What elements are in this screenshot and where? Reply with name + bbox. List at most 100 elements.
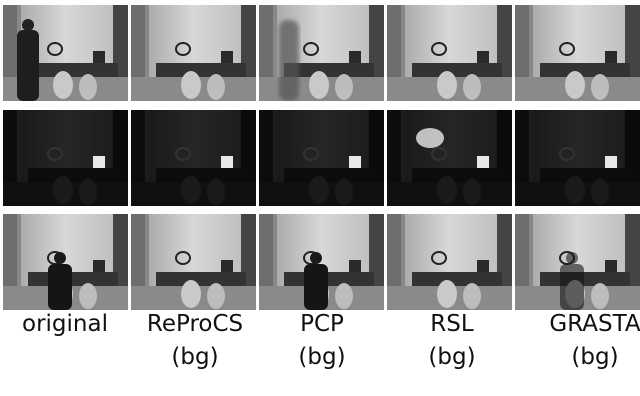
chair [437,71,457,99]
artifact [416,128,444,148]
desk [28,168,118,182]
chair [463,179,481,205]
frame [259,5,384,101]
chair [591,74,609,100]
desk [156,63,246,77]
captions: originalReProCS(bg)PCP(bg)RSL(bg)GRASTA(… [22,311,640,370]
desk [412,63,502,77]
chair [207,74,225,100]
chair [53,71,73,99]
desk [28,63,118,77]
monitor [221,260,233,272]
seated-person [560,264,584,310]
monitor [477,260,489,272]
person-head [310,252,322,264]
scene [131,214,256,310]
caption: RSL [430,311,474,337]
desk [156,168,246,182]
scene [515,110,640,206]
monitor [93,156,105,168]
monitor [93,260,105,272]
desk [412,272,502,286]
frame [131,214,256,310]
image-grid [3,5,640,310]
frame [259,110,384,206]
caption-sub: (bg) [171,344,218,370]
scene [515,5,640,101]
frame [387,5,512,101]
frame [131,110,256,206]
chair [591,283,609,309]
ghost [279,20,299,101]
chair [53,176,73,204]
scene [3,110,128,206]
scene [259,5,384,101]
monitor [221,156,233,168]
scene [387,5,512,101]
scene [259,214,384,310]
scene [3,214,128,310]
figure: originalReProCS(bg)PCP(bg)RSL(bg)GRASTA(… [0,0,640,396]
chair [463,74,481,100]
monitor [349,260,361,272]
caption-sub: (bg) [298,344,345,370]
monitor [477,156,489,168]
monitor [93,51,105,63]
person [17,30,39,101]
frame [515,5,640,101]
chair [79,283,97,309]
desk [540,272,630,286]
chair [79,179,97,205]
desk [284,272,374,286]
scene [515,214,640,310]
monitor [349,156,361,168]
scene [131,5,256,101]
seated-person [48,264,72,310]
scene [131,110,256,206]
frame [387,110,512,206]
frame [515,110,640,206]
caption: GRASTA [549,311,640,337]
chair [591,179,609,205]
chair [207,283,225,309]
chair [565,176,585,204]
caption: PCP [300,311,344,337]
chair [207,179,225,205]
scene [387,214,512,310]
monitor [349,51,361,63]
scene [259,110,384,206]
chair [181,176,201,204]
chair [335,283,353,309]
chair [335,74,353,100]
seated-person [304,264,328,310]
desk [540,63,630,77]
frame [131,5,256,101]
frame [3,214,128,310]
frame [515,214,640,310]
chair [335,179,353,205]
desk [28,272,118,286]
person-head [54,252,66,264]
scene [3,5,128,101]
monitor [477,51,489,63]
chair [181,71,201,99]
chair [565,71,585,99]
chair [309,71,329,99]
frame [387,214,512,310]
caption: ReProCS [147,311,243,337]
frame [259,214,384,310]
person-head [566,252,578,264]
chair [181,280,201,308]
scene [387,110,512,206]
chair [79,74,97,100]
frame [3,110,128,206]
chair [437,176,457,204]
desk [540,168,630,182]
chair [309,176,329,204]
desk [412,168,502,182]
caption: original [22,311,108,337]
monitor [605,260,617,272]
chair [463,283,481,309]
frame [3,5,128,101]
desk [156,272,246,286]
